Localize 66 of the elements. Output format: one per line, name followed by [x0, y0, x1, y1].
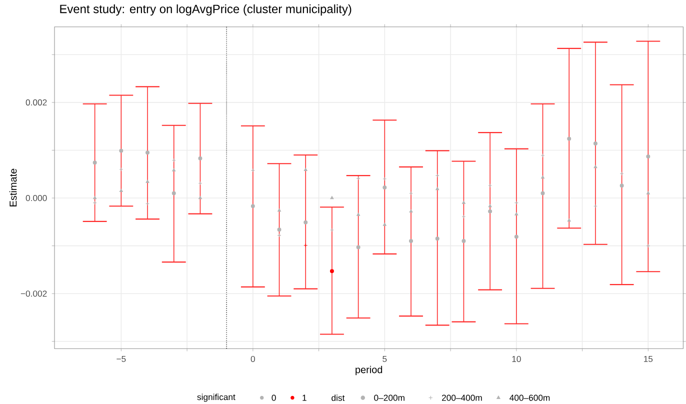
point [382, 185, 387, 190]
x-tick-label: −5 [116, 356, 126, 362]
point [146, 150, 150, 154]
point [304, 220, 308, 224]
point [330, 268, 334, 273]
point [620, 183, 624, 188]
point [356, 176, 360, 180]
text: 0 [272, 394, 276, 401]
point [330, 196, 334, 199]
point [356, 245, 360, 250]
point [436, 186, 440, 190]
point [514, 212, 518, 216]
x-tick-label: 10 [512, 356, 521, 362]
point [488, 204, 492, 208]
point [146, 180, 150, 183]
legend-label: 200–400m [442, 394, 482, 401]
point [593, 141, 598, 146]
point [198, 196, 202, 199]
point [250, 204, 255, 208]
point [646, 191, 650, 194]
point [119, 148, 124, 152]
point [409, 209, 413, 212]
point [356, 212, 360, 216]
point [172, 191, 176, 196]
text: 1 [302, 394, 306, 401]
point [119, 188, 123, 192]
point [462, 238, 466, 243]
text: significant [197, 394, 236, 402]
x-axis-title: period [356, 366, 382, 375]
point [409, 191, 414, 196]
point [646, 154, 650, 158]
point [488, 183, 492, 188]
point [146, 202, 150, 206]
y-tick-label: 0.000 [26, 194, 47, 201]
y-tick-label: 0.002 [26, 99, 47, 106]
point [435, 173, 440, 178]
point [567, 136, 572, 141]
point [330, 228, 334, 232]
y-axis-title: Estimate [9, 168, 17, 206]
point [409, 238, 414, 243]
y-tick-label: −0.002 [20, 290, 47, 296]
point [92, 160, 97, 164]
point [593, 204, 598, 208]
point [304, 168, 308, 171]
point [540, 153, 545, 158]
legend-title: dist [332, 394, 345, 401]
point [382, 222, 386, 226]
point [435, 236, 440, 240]
point [277, 227, 282, 232]
point [488, 209, 492, 214]
point [514, 234, 518, 239]
point [541, 175, 545, 178]
chart-title: Event study: entry on logAvgPrice (cluster municipality) [60, 4, 352, 16]
point [567, 218, 571, 222]
point [93, 196, 97, 199]
point [594, 164, 598, 168]
point [462, 200, 466, 204]
point [198, 156, 202, 160]
point [278, 208, 282, 212]
point [540, 191, 545, 196]
x-tick-label: 0 [250, 356, 255, 362]
x-tick-label: 15 [644, 356, 653, 362]
legend-label: 400–600m [510, 394, 550, 401]
x-tick-label: 5 [382, 356, 387, 362]
point [172, 168, 176, 172]
legend-label: 0–200m [374, 394, 404, 401]
